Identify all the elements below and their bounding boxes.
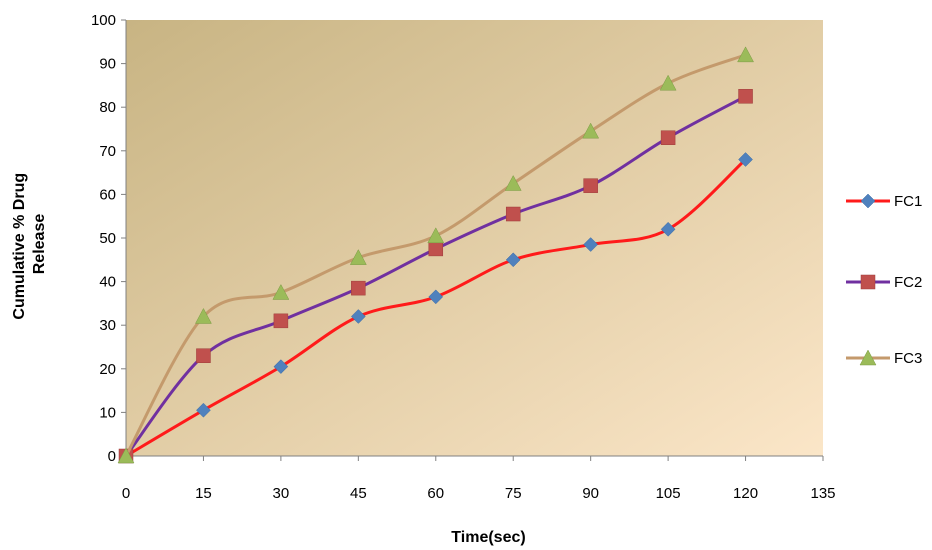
y-tick-label: 40 [99, 274, 116, 291]
legend-label: FC2 [894, 274, 922, 291]
x-tick-label: 105 [656, 485, 681, 502]
data-point [349, 249, 367, 265]
data-point [660, 130, 676, 145]
data-point [505, 252, 521, 268]
data-point [351, 280, 366, 296]
data-point [505, 206, 521, 222]
y-axis-title: Cumulative % Drug Release [11, 168, 48, 319]
y-tick-label: 70 [99, 143, 116, 160]
data-point [504, 174, 522, 191]
data-point [738, 89, 753, 104]
y-tick-label: 30 [99, 317, 116, 334]
data-point [117, 447, 135, 464]
y-axis-title-line-1: Cumulative % Drug [11, 173, 28, 320]
x-tick-label: 135 [810, 485, 835, 502]
data-point [427, 227, 445, 244]
data-point [196, 402, 211, 418]
data-point [582, 122, 600, 139]
data-point [196, 348, 211, 363]
axes: 0 10 20 30 40 50 60 70 80 90 100 0 15 30 45 60 75 90 105 12… [91, 12, 836, 502]
legend-label: FC3 [894, 350, 922, 367]
y-tick-label: 60 [99, 186, 116, 203]
x-tick-label: 30 [273, 485, 290, 502]
series-fc3 [117, 46, 754, 464]
y-tick-label: 0 [108, 448, 116, 465]
data-point [660, 221, 676, 237]
data-point [738, 152, 753, 167]
data-point [583, 178, 598, 193]
data-point [583, 237, 599, 252]
x-tick-label: 15 [195, 485, 212, 502]
y-tick-label: 10 [99, 404, 116, 421]
data-point [273, 313, 289, 329]
plot-area [126, 20, 823, 456]
data-point [350, 309, 366, 324]
x-tick-label: 45 [350, 485, 367, 502]
legend-entry-fc3: FC3 [846, 349, 922, 367]
legend-entry-fc1: FC1 [846, 193, 922, 210]
y-tick-label: 80 [99, 99, 116, 116]
data-point [659, 74, 677, 91]
legend: FC1 FC2 FC3 [846, 193, 922, 367]
x-tick-label: 60 [427, 485, 444, 502]
legend-label: FC1 [894, 193, 922, 210]
x-axis-title: Time(sec) [451, 529, 525, 546]
series-layer [117, 46, 754, 464]
x-tick-label: 90 [582, 485, 599, 502]
y-tick-label: 90 [99, 56, 116, 73]
y-tick-label: 20 [99, 361, 116, 378]
y-axis-title-line-2: Release [31, 214, 48, 275]
legend-marker [859, 349, 877, 366]
data-point [195, 307, 212, 324]
y-tick-label: 100 [91, 12, 116, 29]
series-fc1 [118, 152, 753, 464]
legend-marker [860, 193, 876, 209]
legend-marker [860, 274, 876, 290]
x-tick-label: 0 [122, 485, 130, 502]
data-point [273, 359, 289, 374]
data-point [428, 241, 444, 257]
y-tick-label: 50 [99, 230, 116, 247]
data-point [272, 283, 290, 300]
legend-entry-fc2: FC2 [846, 274, 922, 291]
data-point [428, 289, 444, 305]
data-point [737, 46, 754, 63]
x-tick-label: 120 [733, 485, 758, 502]
x-tick-label: 75 [505, 485, 522, 502]
